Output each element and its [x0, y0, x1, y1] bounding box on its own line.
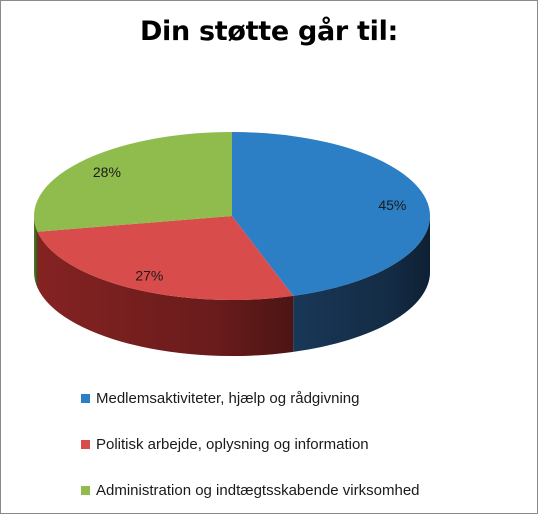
pie-slice-0	[232, 132, 431, 296]
pie-slice-1	[37, 216, 294, 301]
data-label-1: 27%	[135, 267, 163, 283]
legend-label: Administration og indtægtsskabende virks…	[96, 481, 420, 499]
legend-item-politisk-arbejde: Politisk arbejde, oplysning og informati…	[81, 434, 420, 454]
data-label-2: 28%	[93, 164, 121, 180]
chart-title: Din støtte går til:	[139, 16, 399, 47]
pie-side-shade-0	[293, 216, 430, 352]
pie-slice-2	[34, 132, 232, 232]
legend-label: Politisk arbejde, oplysning og informati…	[96, 435, 369, 453]
legend-label: Medlemsaktiviteter, hjælp og rådgivning	[96, 389, 360, 407]
data-label-0: 45%	[378, 197, 406, 213]
legend-item-medlemsaktiviteter: Medlemsaktiviteter, hjælp og rådgivning	[81, 388, 420, 408]
pie-side-shade-2	[34, 216, 38, 288]
pie-chart: 45% 27% 28%	[34, 132, 431, 357]
pie-tops	[34, 132, 431, 301]
pie-side-shade-1	[37, 231, 294, 357]
legend-item-administration: Administration og indtægtsskabende virks…	[81, 480, 420, 500]
pie-labels: 45% 27% 28%	[93, 164, 406, 283]
pie-sides	[34, 216, 430, 357]
legend-swatch	[81, 439, 90, 449]
legend-swatch	[81, 393, 90, 403]
legend-swatch	[81, 485, 90, 495]
legend: Medlemsaktiviteter, hjælp og rådgivning …	[81, 388, 420, 526]
